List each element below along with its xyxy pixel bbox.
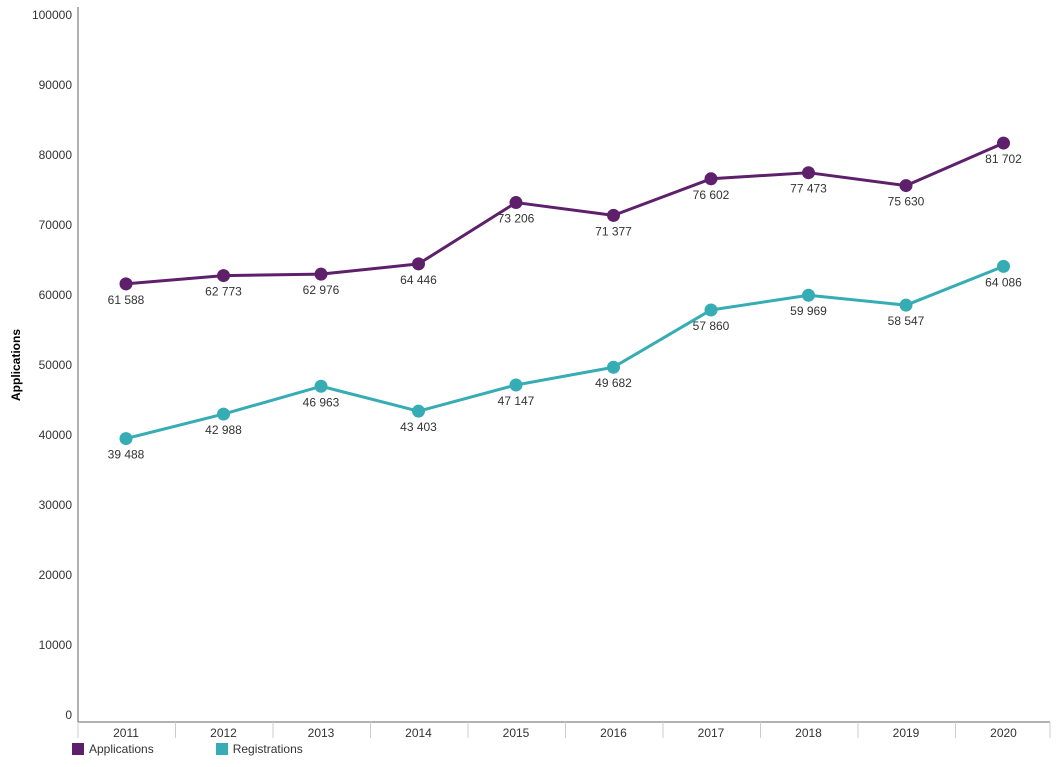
x-tick-label: 2017: [698, 726, 725, 740]
legend-swatch-registrations: [215, 743, 228, 755]
y-tick-label: 10000: [39, 638, 73, 652]
data-label-applications: 64 446: [400, 273, 437, 287]
legend: Applications Registrations: [72, 742, 365, 756]
data-label-registrations: 59 969: [790, 304, 827, 318]
y-tick-label: 60000: [39, 288, 73, 302]
x-tick-label: 2016: [600, 726, 627, 740]
legend-label-registrations: Registrations: [232, 742, 303, 756]
y-tick-label: 80000: [39, 148, 73, 162]
data-point-applications: [217, 269, 230, 283]
y-tick-label: 30000: [39, 498, 73, 512]
series-layer: 61 588 62 773 62 976 64 446 73 206 71 377 76 6…: [108, 136, 1022, 462]
data-point-applications: [607, 208, 620, 222]
x-tick-label: 2015: [503, 726, 530, 740]
series-line-registrations: [125, 265, 1005, 441]
data-point-registrations: [217, 407, 230, 421]
data-label-registrations: 47 147: [498, 394, 535, 408]
data-label-applications: 61 588: [108, 293, 145, 307]
data-point-registrations: [899, 298, 913, 312]
data-label-applications: 73 206: [498, 212, 535, 226]
y-axis-title: Applications: [9, 329, 23, 401]
x-tick-label: 2018: [795, 726, 822, 740]
data-label-registrations: 57 860: [693, 319, 730, 333]
data-point-registrations: [802, 288, 815, 302]
data-label-applications: 62 976: [303, 283, 340, 297]
data-label-applications: 71 377: [595, 224, 632, 238]
y-tick-label: 50000: [39, 358, 73, 372]
data-point-applications: [899, 179, 913, 193]
data-point-registrations: [119, 432, 133, 446]
x-tick-label: 2012: [210, 726, 237, 740]
series-applications: 61 588 62 773 62 976 64 446 73 206 71 377 76 6…: [108, 136, 1022, 307]
data-point-applications: [119, 277, 133, 291]
x-tick-label: 2019: [893, 726, 920, 740]
data-point-registrations: [314, 379, 328, 393]
x-tick-label: 2013: [308, 726, 335, 740]
data-point-applications: [704, 172, 718, 186]
y-tick-label: 70000: [39, 218, 73, 232]
data-label-registrations: 43 403: [400, 420, 437, 434]
x-tick-label: 2020: [990, 726, 1017, 740]
series-line-applications: [125, 141, 1005, 286]
legend-item-registrations[interactable]: Registrations: [215, 742, 303, 756]
data-label-applications: 77 473: [790, 182, 827, 196]
data-label-registrations: 42 988: [205, 423, 242, 437]
data-point-applications: [802, 166, 815, 180]
x-tick-label: 2014: [405, 726, 432, 740]
data-label-applications: 62 773: [205, 285, 242, 299]
data-point-registrations: [509, 378, 523, 392]
data-point-applications: [997, 136, 1010, 150]
data-label-registrations: 64 086: [985, 275, 1022, 289]
data-label-applications: 81 702: [985, 152, 1022, 166]
data-point-registrations: [607, 360, 620, 374]
y-tick-label: 20000: [39, 568, 73, 582]
axes: [77, 7, 1051, 738]
y-tick-label: 90000: [39, 78, 73, 92]
data-point-registrations: [997, 259, 1010, 273]
x-tick-label: 2011: [113, 726, 139, 740]
data-point-registrations: [412, 404, 425, 418]
y-tick-label: 40000: [39, 428, 73, 442]
legend-label-applications: Applications: [89, 742, 154, 756]
data-label-registrations: 49 682: [595, 376, 632, 390]
legend-swatch-applications: [72, 743, 84, 755]
y-axis-ticks: 0 10000 20000 30000 40000 50000 60000 70000 8000…: [32, 8, 72, 722]
data-label-registrations: 39 488: [108, 448, 145, 462]
y-tick-label: 0: [65, 708, 72, 722]
legend-item-applications[interactable]: Applications: [72, 742, 154, 756]
series-registrations: 39 488 42 988 46 963 43 403 47 147 49 682 57 8…: [108, 259, 1022, 462]
x-axis-ticks: 2011 2012 2013 2014 2015 2016 2017 2018 2019 2020: [77, 722, 1017, 740]
data-label-registrations: 46 963: [303, 395, 340, 409]
y-tick-label: 100000: [32, 8, 72, 22]
data-point-applications: [509, 196, 523, 210]
data-label-applications: 75 630: [888, 195, 925, 209]
data-point-applications: [314, 267, 328, 281]
data-point-registrations: [704, 303, 718, 317]
data-point-applications: [412, 257, 425, 271]
data-label-applications: 76 602: [693, 188, 730, 202]
data-label-registrations: 58 547: [888, 314, 925, 328]
